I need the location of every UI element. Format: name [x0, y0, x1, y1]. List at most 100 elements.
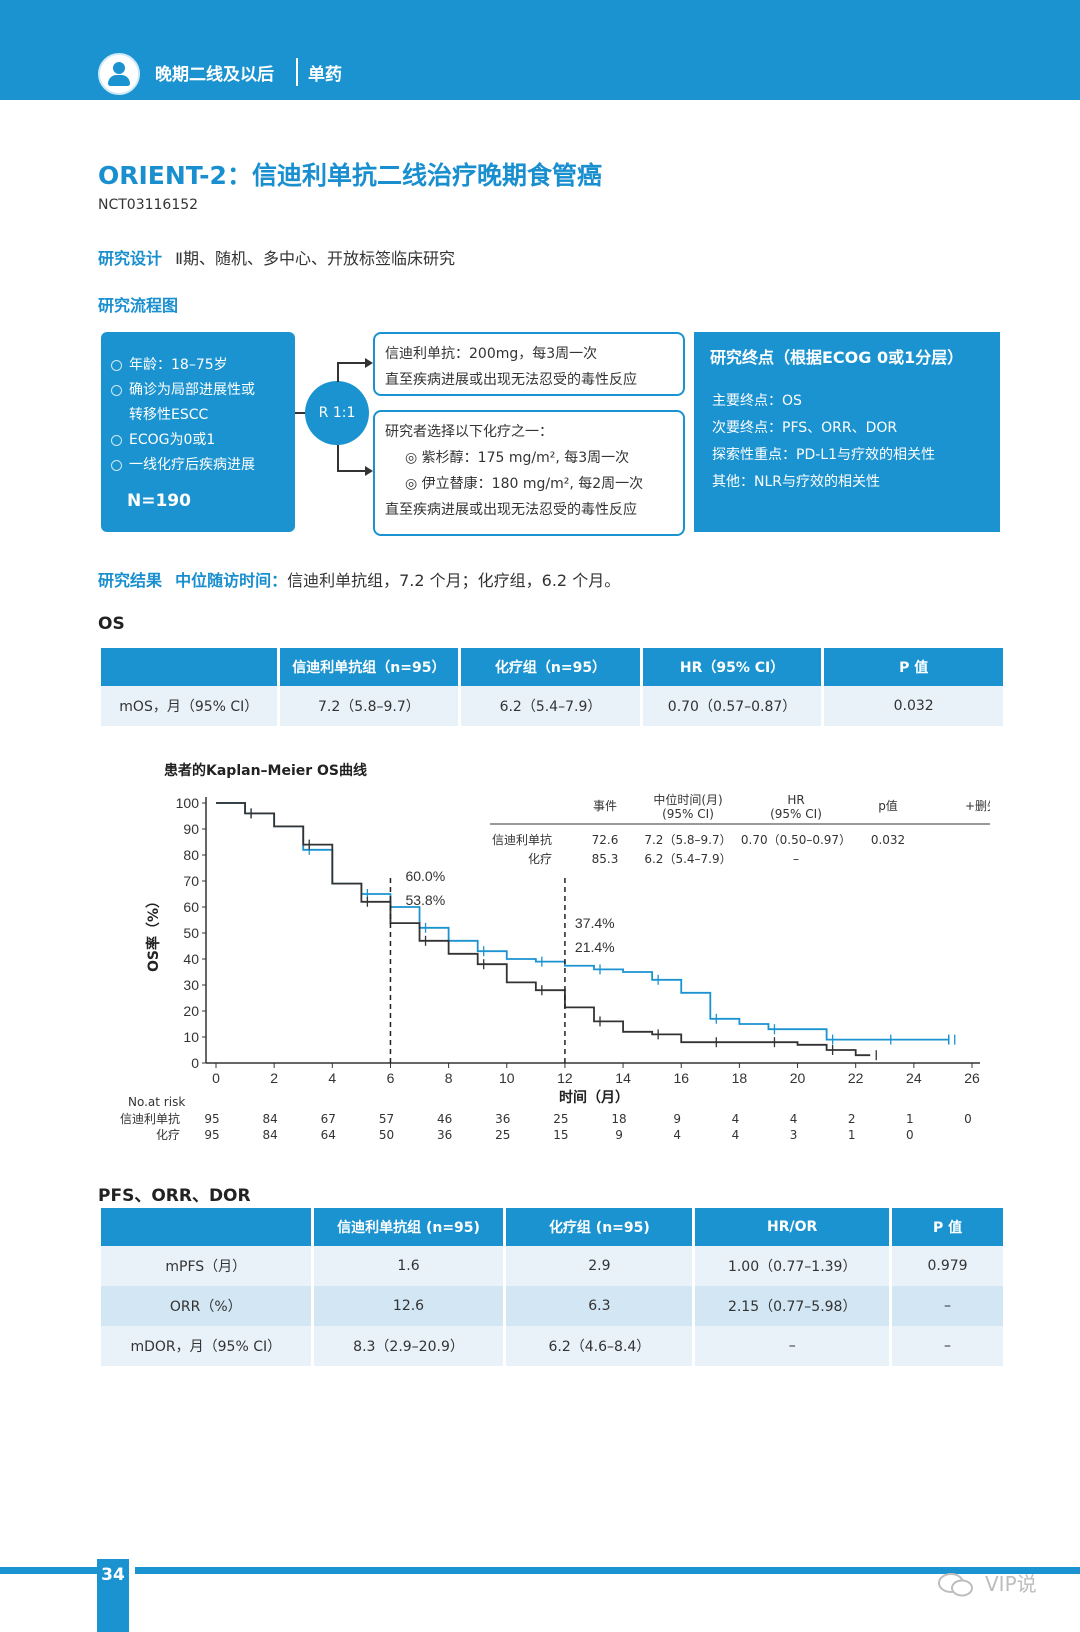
y-tick-label: 0 — [191, 1055, 199, 1071]
table-row: ORR（%） 12.6 6.3 2.15（0.77–5.98） – — [101, 1286, 1003, 1326]
sample-size: N=190 — [127, 491, 191, 511]
pfs-section-title: PFS、ORR、DOR — [98, 1186, 251, 1206]
x-tick-label: 8 — [445, 1070, 453, 1086]
connector-line — [337, 445, 339, 471]
os-section-title: OS — [98, 614, 125, 634]
x-tick-label: 24 — [906, 1070, 922, 1086]
table-header: 化疗组（n=95） — [461, 648, 640, 686]
user-icon — [98, 53, 140, 95]
y-tick-label: 80 — [183, 847, 199, 863]
table-cell: 2.15（0.77–5.98） — [695, 1286, 890, 1326]
wechat-icon — [938, 1573, 973, 1597]
risk-value: 15 — [553, 1128, 568, 1140]
nct-number: NCT03116152 — [98, 197, 199, 213]
inset-row-name: 信迪利单抗 — [492, 832, 552, 847]
connector-line — [337, 362, 365, 364]
risk-value: 2 — [848, 1112, 856, 1126]
arm2-intro: 研究者选择以下化疗之一： — [385, 424, 553, 440]
annotation-label: 37.4% — [575, 915, 615, 931]
inset-header: 中位时间(月) — [653, 792, 722, 807]
header-divider — [296, 58, 298, 86]
endpoint-item: 次要终点：PFS、ORR、DOR — [712, 420, 898, 436]
table-header: 化疗组 (n=95) — [506, 1208, 693, 1246]
inset-cell: 85.3 — [592, 852, 619, 866]
connector-line — [337, 470, 365, 472]
table-header: HR/OR — [695, 1208, 890, 1246]
study-design-text: Ⅱ期、随机、多中心、开放标签临床研究 — [175, 249, 455, 268]
header-sub: 单药 — [308, 65, 342, 85]
risk-value: 4 — [673, 1128, 681, 1140]
endpoints-box: 研究终点（根据ECOG 0或1分层） 主要终点：OS 次要终点：PFS、ORR、… — [694, 332, 1000, 532]
table-cell: 1.6 — [313, 1246, 504, 1286]
inset-cell: 6.2（5.4–7.9） — [644, 852, 731, 866]
table-cell: 7.2（5.8–9.7） — [279, 686, 459, 726]
randomization-circle: R 1:1 — [305, 381, 369, 445]
table-header — [101, 1208, 311, 1246]
x-tick-label: 10 — [499, 1070, 515, 1086]
header-section: 晚期二线及以后 — [155, 65, 274, 85]
risk-row-name: 信迪利单抗 — [120, 1111, 180, 1126]
table-cell: mPFS（月） — [101, 1246, 311, 1286]
followup-label: 中位随访时间： — [175, 571, 288, 590]
table-row: mDOR，月（95% CI） 8.3（2.9–20.9） 6.2（4.6–8.4… — [101, 1326, 1003, 1366]
x-tick-label: 12 — [557, 1070, 573, 1086]
risk-value: 4 — [732, 1128, 740, 1140]
y-tick-label: 50 — [183, 925, 199, 941]
table-cell: 6.2（4.6–8.4） — [506, 1326, 693, 1366]
y-tick-label: 10 — [183, 1029, 199, 1045]
risk-value: 84 — [263, 1128, 278, 1140]
pfs-table: 信迪利单抗组 (n=95) 化疗组 (n=95) HR/OR P 值 mPFS（… — [98, 1208, 1006, 1366]
table-cell: mOS，月（95% CI） — [101, 686, 277, 726]
table-cell: 12.6 — [313, 1286, 504, 1326]
inset-cell: – — [793, 852, 799, 866]
table-header: 信迪利单抗组 (n=95) — [313, 1208, 504, 1246]
table-cell: ORR（%） — [101, 1286, 311, 1326]
y-tick-label: 90 — [183, 821, 199, 837]
inset-header: p值 — [878, 798, 898, 813]
eligibility-item-cont: 转移性ESCC — [129, 407, 209, 423]
risk-value: 1 — [848, 1128, 856, 1140]
connector-line — [295, 412, 307, 414]
x-tick-label: 0 — [212, 1070, 220, 1086]
risk-value: 0 — [906, 1128, 914, 1140]
table-cell: 6.3 — [506, 1286, 693, 1326]
risk-value: 57 — [379, 1112, 394, 1126]
risk-value: 46 — [437, 1112, 452, 1126]
footer-bar — [0, 1567, 1080, 1574]
y-tick-label: 20 — [183, 1003, 199, 1019]
risk-value: 1 — [906, 1112, 914, 1126]
table-header: 信迪利单抗组（n=95） — [279, 648, 459, 686]
risk-value: 64 — [321, 1128, 336, 1140]
y-tick-label: 40 — [183, 951, 199, 967]
x-tick-label: 2 — [270, 1070, 278, 1086]
arm-chemo-box: 研究者选择以下化疗之一： ◎ 紫杉醇：175 mg/m², 每3周一次 ◎ 伊立… — [373, 410, 685, 536]
inset-header: HR — [787, 793, 804, 807]
watermark-text: VIP说 — [985, 1572, 1037, 1596]
study-design: 研究设计 Ⅱ期、随机、多中心、开放标签临床研究 — [98, 245, 455, 269]
page-header: 晚期二线及以后 单药 — [0, 0, 1080, 100]
study-design-label: 研究设计 — [98, 249, 163, 268]
results-line: 研究结果 中位随访时间：信迪利单抗组，7.2 个月；化疗组，6.2 个月。 — [98, 567, 620, 591]
eligibility-item: 一线化疗后疾病进展 — [111, 453, 255, 478]
y-tick-label: 30 — [183, 977, 199, 993]
y-axis-label: OS率（%） — [145, 894, 162, 972]
risk-value: 9 — [673, 1112, 681, 1126]
inset-cell: 0.032 — [871, 833, 905, 847]
table-cell: 2.9 — [506, 1246, 693, 1286]
arm1-line: 直至疾病进展或出现无法忍受的毒性反应 — [385, 372, 637, 388]
inset-header: (95% CI) — [662, 807, 714, 821]
risk-value: 9 — [615, 1128, 623, 1140]
km-curve-chemo — [216, 802, 871, 1057]
arm2-end: 直至疾病进展或出现无法忍受的毒性反应 — [385, 502, 637, 518]
table-cell: 6.2（5.4–7.9） — [461, 686, 640, 726]
km-title: 患者的Kaplan–Meier OS曲线 — [164, 763, 368, 779]
inset-header: (95% CI) — [770, 807, 822, 821]
eligibility-item: 年龄：18–75岁 — [111, 353, 255, 378]
footer-gap — [129, 1565, 135, 1576]
x-tick-label: 20 — [790, 1070, 806, 1086]
table-cell: – — [695, 1326, 890, 1366]
eligibility-item: ECOG为0或1 — [111, 428, 255, 453]
arrow-right-icon — [365, 358, 373, 368]
risk-value: 84 — [263, 1112, 278, 1126]
